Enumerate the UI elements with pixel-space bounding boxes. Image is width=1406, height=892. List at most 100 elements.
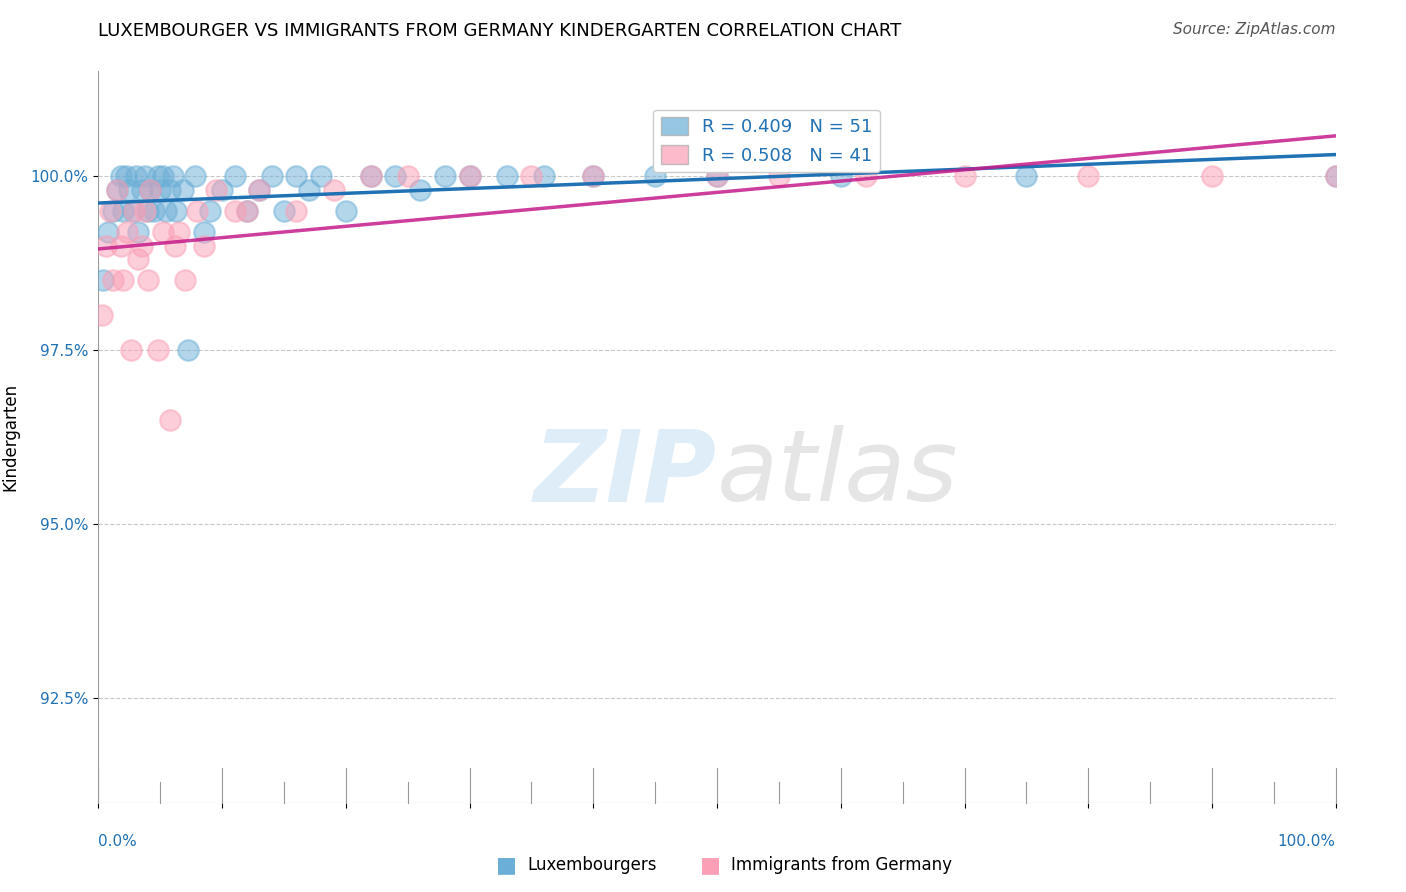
- Point: [1201, 169, 1223, 183]
- Point: [115, 225, 138, 239]
- Point: [124, 169, 146, 183]
- Point: [396, 169, 419, 183]
- Point: [335, 203, 357, 218]
- Point: [103, 203, 125, 218]
- Point: [211, 183, 233, 197]
- Point: [103, 273, 125, 287]
- Point: [124, 203, 146, 218]
- Point: [309, 169, 332, 183]
- Text: Luxembourgers: Luxembourgers: [527, 856, 657, 874]
- Point: [198, 203, 221, 218]
- Point: [273, 203, 295, 218]
- Point: [1077, 169, 1099, 183]
- Point: [127, 252, 149, 267]
- Point: [152, 169, 174, 183]
- Point: [165, 238, 187, 252]
- Point: [285, 203, 308, 218]
- Point: [122, 203, 145, 218]
- Point: [120, 343, 142, 357]
- Point: [644, 169, 666, 183]
- Point: [94, 238, 117, 252]
- Point: [855, 169, 877, 183]
- Point: [114, 169, 136, 183]
- Text: ■: ■: [496, 855, 516, 875]
- Point: [184, 169, 207, 183]
- Point: [193, 238, 215, 252]
- Text: 0.0%: 0.0%: [98, 834, 138, 849]
- Text: LUXEMBOURGER VS IMMIGRANTS FROM GERMANY KINDERGARTEN CORRELATION CHART: LUXEMBOURGER VS IMMIGRANTS FROM GERMANY …: [98, 22, 901, 40]
- Point: [105, 183, 128, 197]
- Point: [520, 169, 543, 183]
- Point: [98, 203, 121, 218]
- Point: [260, 169, 283, 183]
- Point: [159, 412, 181, 426]
- Point: [298, 183, 321, 197]
- Point: [193, 225, 215, 239]
- Point: [533, 169, 555, 183]
- Point: [152, 225, 174, 239]
- Point: [384, 169, 406, 183]
- Y-axis label: Kindergarten: Kindergarten: [1, 383, 20, 491]
- Point: [149, 183, 172, 197]
- Point: [139, 183, 162, 197]
- Point: [105, 183, 128, 197]
- Point: [224, 169, 246, 183]
- Point: [247, 183, 270, 197]
- Point: [118, 183, 141, 197]
- Point: [146, 169, 169, 183]
- Point: [706, 169, 728, 183]
- Point: [134, 203, 156, 218]
- Point: [93, 273, 115, 287]
- Point: [139, 183, 162, 197]
- Point: [162, 169, 184, 183]
- Point: [236, 203, 259, 218]
- Point: [360, 169, 382, 183]
- Legend: R = 0.409   N = 51, R = 0.508   N = 41: R = 0.409 N = 51, R = 0.508 N = 41: [654, 110, 880, 172]
- Point: [136, 273, 159, 287]
- Text: ■: ■: [700, 855, 720, 875]
- Point: [224, 203, 246, 218]
- Point: [205, 183, 228, 197]
- Point: [159, 183, 181, 197]
- Point: [131, 238, 153, 252]
- Point: [409, 183, 432, 197]
- Point: [91, 308, 114, 322]
- Text: ZIP: ZIP: [534, 425, 717, 522]
- Point: [112, 273, 135, 287]
- Point: [112, 203, 135, 218]
- Point: [172, 183, 194, 197]
- Point: [176, 343, 198, 357]
- Point: [322, 183, 344, 197]
- Point: [127, 225, 149, 239]
- Point: [768, 169, 790, 183]
- Point: [458, 169, 481, 183]
- Point: [1324, 169, 1347, 183]
- Point: [706, 169, 728, 183]
- Point: [174, 273, 197, 287]
- Point: [155, 203, 177, 218]
- Text: atlas: atlas: [717, 425, 959, 522]
- Point: [247, 183, 270, 197]
- Point: [136, 203, 159, 218]
- Text: Source: ZipAtlas.com: Source: ZipAtlas.com: [1173, 22, 1336, 37]
- Point: [360, 169, 382, 183]
- Point: [1015, 169, 1038, 183]
- Point: [143, 203, 166, 218]
- Point: [285, 169, 308, 183]
- Point: [165, 203, 187, 218]
- Point: [236, 203, 259, 218]
- Point: [433, 169, 456, 183]
- Point: [167, 225, 190, 239]
- Point: [134, 169, 156, 183]
- Point: [495, 169, 517, 183]
- Point: [110, 169, 132, 183]
- Point: [1324, 169, 1347, 183]
- Point: [186, 203, 208, 218]
- Point: [146, 343, 169, 357]
- Point: [830, 169, 852, 183]
- Point: [458, 169, 481, 183]
- Point: [582, 169, 605, 183]
- Point: [582, 169, 605, 183]
- Text: 100.0%: 100.0%: [1278, 834, 1336, 849]
- Point: [110, 238, 132, 252]
